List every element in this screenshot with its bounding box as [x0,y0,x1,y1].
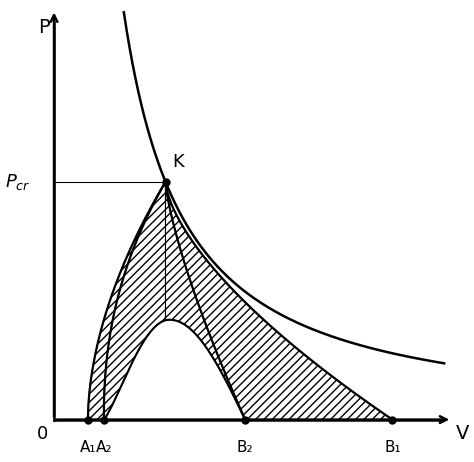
Text: A₁: A₁ [80,440,96,455]
Text: B₂: B₂ [237,440,254,455]
Text: $P_{cr}$: $P_{cr}$ [5,172,30,192]
Text: B₁: B₁ [384,440,401,455]
Text: A₂: A₂ [96,440,112,455]
Text: 0: 0 [37,425,48,443]
Text: V: V [456,425,469,444]
Text: K: K [173,153,184,171]
Text: P: P [38,18,50,37]
